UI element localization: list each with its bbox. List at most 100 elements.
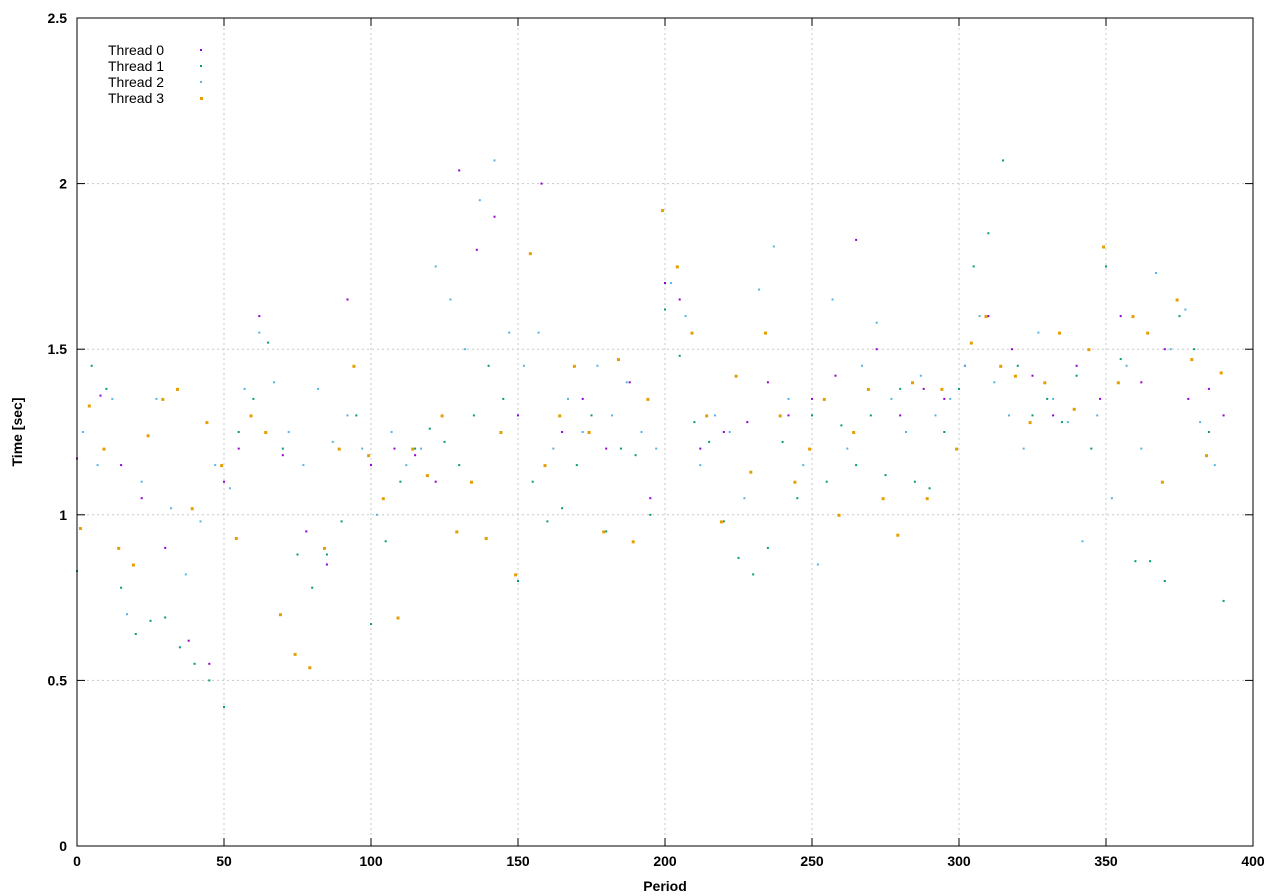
data-point (999, 364, 1003, 368)
data-point (1031, 414, 1034, 417)
data-point (176, 387, 179, 391)
data-point (170, 507, 173, 510)
grid-lines (77, 18, 1253, 846)
data-point (1052, 414, 1055, 417)
data-point (1169, 348, 1172, 351)
x-tick-label: 0 (73, 853, 81, 869)
data-point (293, 652, 297, 656)
data-point (625, 381, 628, 384)
data-point (734, 374, 738, 378)
data-point (1222, 414, 1225, 417)
data-point (543, 464, 547, 468)
data-point (699, 464, 702, 467)
x-tick-label: 100 (359, 853, 383, 869)
data-point (1175, 298, 1179, 302)
data-point (852, 431, 856, 434)
data-point (370, 623, 372, 626)
data-point (478, 199, 481, 202)
data-point (899, 414, 902, 417)
data-point (590, 414, 593, 417)
data-point (1184, 308, 1187, 311)
data-point (87, 404, 91, 408)
y-tick-label: 0.5 (48, 672, 68, 688)
data-point (722, 520, 725, 523)
data-point (987, 232, 990, 235)
data-point (352, 364, 356, 368)
data-point (602, 530, 606, 534)
data-point (831, 298, 834, 301)
data-point (1190, 358, 1194, 362)
data-point (617, 358, 620, 362)
data-point (1219, 371, 1223, 375)
data-point (223, 480, 225, 483)
data-point (1160, 480, 1164, 484)
data-point (855, 238, 858, 241)
data-point (1213, 464, 1216, 467)
x-tick-label: 150 (506, 853, 530, 869)
plot-frame (76, 17, 1254, 847)
data-point (405, 464, 408, 467)
data-point (178, 646, 181, 649)
data-point (678, 354, 681, 357)
data-point (205, 421, 209, 425)
data-point (281, 454, 284, 457)
legend-label: Thread 0 (108, 42, 164, 58)
data-point (781, 440, 784, 443)
data-point (922, 387, 925, 390)
data-point (1010, 348, 1013, 351)
data-point (325, 553, 328, 556)
data-point (381, 497, 385, 501)
data-point (346, 414, 349, 417)
data-point (414, 454, 417, 457)
data-point (1002, 159, 1005, 162)
y-tick-label: 0 (59, 838, 67, 854)
data-point (258, 331, 261, 334)
data-point (1110, 497, 1113, 500)
data-point (390, 431, 393, 433)
data-point (1031, 374, 1034, 377)
data-point (90, 364, 93, 367)
data-point (943, 431, 946, 433)
data-point (749, 470, 753, 474)
data-point (508, 331, 511, 334)
data-point (664, 282, 666, 284)
data-point (1155, 272, 1157, 274)
series-thread-3 (78, 209, 1223, 670)
data-point (134, 633, 137, 635)
legend-marker (200, 81, 202, 83)
data-point (1008, 414, 1010, 417)
data-point (984, 315, 988, 319)
data-point (861, 364, 863, 367)
data-point (361, 447, 364, 450)
y-tick-label: 1.5 (48, 341, 68, 357)
data-point (978, 315, 981, 318)
legend-label: Thread 1 (108, 58, 164, 74)
data-point (234, 537, 238, 540)
data-point (949, 397, 952, 400)
data-point (155, 397, 158, 400)
data-point (649, 497, 652, 500)
data-point (596, 364, 599, 367)
data-point (443, 440, 446, 443)
data-point (678, 298, 681, 301)
data-point (684, 315, 687, 318)
data-point (1087, 348, 1091, 352)
data-point (528, 252, 532, 256)
data-point (669, 282, 672, 284)
data-point (1119, 315, 1122, 318)
data-point (822, 397, 826, 401)
data-point (890, 397, 893, 400)
data-point (140, 497, 143, 500)
data-point (425, 474, 429, 478)
data-point (258, 315, 261, 318)
data-point (355, 414, 358, 417)
data-point (690, 331, 694, 335)
data-point (993, 381, 996, 384)
data-point (149, 619, 152, 622)
data-point (919, 374, 922, 377)
data-point (164, 616, 167, 619)
data-point (434, 265, 437, 268)
data-point (558, 414, 562, 418)
